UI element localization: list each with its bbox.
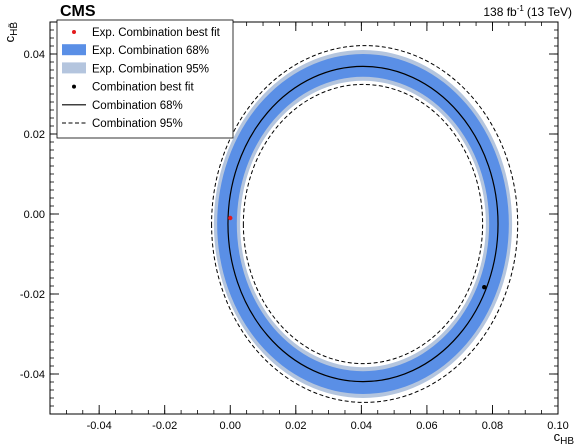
x-tick-label: 0.00 xyxy=(220,420,241,432)
y-tick-label: 0.02 xyxy=(24,129,45,141)
contours-group xyxy=(211,45,519,403)
x-tick-label: 0.02 xyxy=(285,420,306,432)
legend-entry: Exp. Combination 68% xyxy=(62,44,209,57)
y-tick-label: -0.04 xyxy=(20,369,45,381)
legend-entry: Combination best fit xyxy=(72,82,194,94)
obs-68-contour xyxy=(227,65,499,383)
legend-entry: Exp. Combination best fit xyxy=(72,27,221,39)
legend-label: Combination best fit xyxy=(92,82,194,94)
obs-95-contour-outer xyxy=(211,45,519,403)
obs-best-fit-point xyxy=(482,285,487,290)
exp-95-band xyxy=(213,50,513,399)
x-tick-label: 0.08 xyxy=(482,420,503,432)
y-tick-label: -0.02 xyxy=(20,289,45,301)
obs-95-contour-inner xyxy=(242,83,484,365)
legend-entry: Combination 95% xyxy=(62,118,183,130)
y-tick-label: 0.00 xyxy=(24,209,45,221)
legend-lightblue-box xyxy=(62,62,86,74)
legend-entry: Exp. Combination 95% xyxy=(62,62,209,75)
luminosity-label: 138 fb-1 (13 TeV) xyxy=(483,4,572,19)
legend-label: Combination 95% xyxy=(92,118,183,130)
exp-68-band xyxy=(217,54,509,395)
legend-blue-box xyxy=(62,44,86,56)
legend-entry: Combination 68% xyxy=(62,100,183,112)
axis-ticks: -0.04 -0.02 0.00 0.02 0.04 0.06 0.08 0.10 -0.04 -… xyxy=(20,21,569,432)
x-tick-label: 0.04 xyxy=(351,420,372,432)
legend-label: Combination 68% xyxy=(92,100,183,112)
legend-box xyxy=(56,19,234,139)
x-tick-label: 0.10 xyxy=(547,420,568,432)
exp-best-fit-point xyxy=(228,215,233,221)
y-axis-label: cHB̃ xyxy=(2,22,20,43)
x-tick-label: 0.06 xyxy=(416,420,437,432)
legend-label: Exp. Combination 95% xyxy=(92,63,209,75)
x-tick-label: -0.02 xyxy=(152,420,177,432)
legend-red-dot xyxy=(72,30,76,34)
legend-black-dot xyxy=(72,84,76,89)
legend: Exp. Combination best fit Exp. Combinatio… xyxy=(56,19,234,139)
y-tick-label: 0.04 xyxy=(24,49,45,61)
x-axis-label: cHB xyxy=(554,429,575,447)
legend-label: Exp. Combination best fit xyxy=(92,27,221,39)
plot-frame xyxy=(49,21,559,415)
x-tick-label: -0.04 xyxy=(87,420,112,432)
legend-label: Exp. Combination 68% xyxy=(92,45,209,57)
experiment-label: CMS xyxy=(60,3,96,20)
